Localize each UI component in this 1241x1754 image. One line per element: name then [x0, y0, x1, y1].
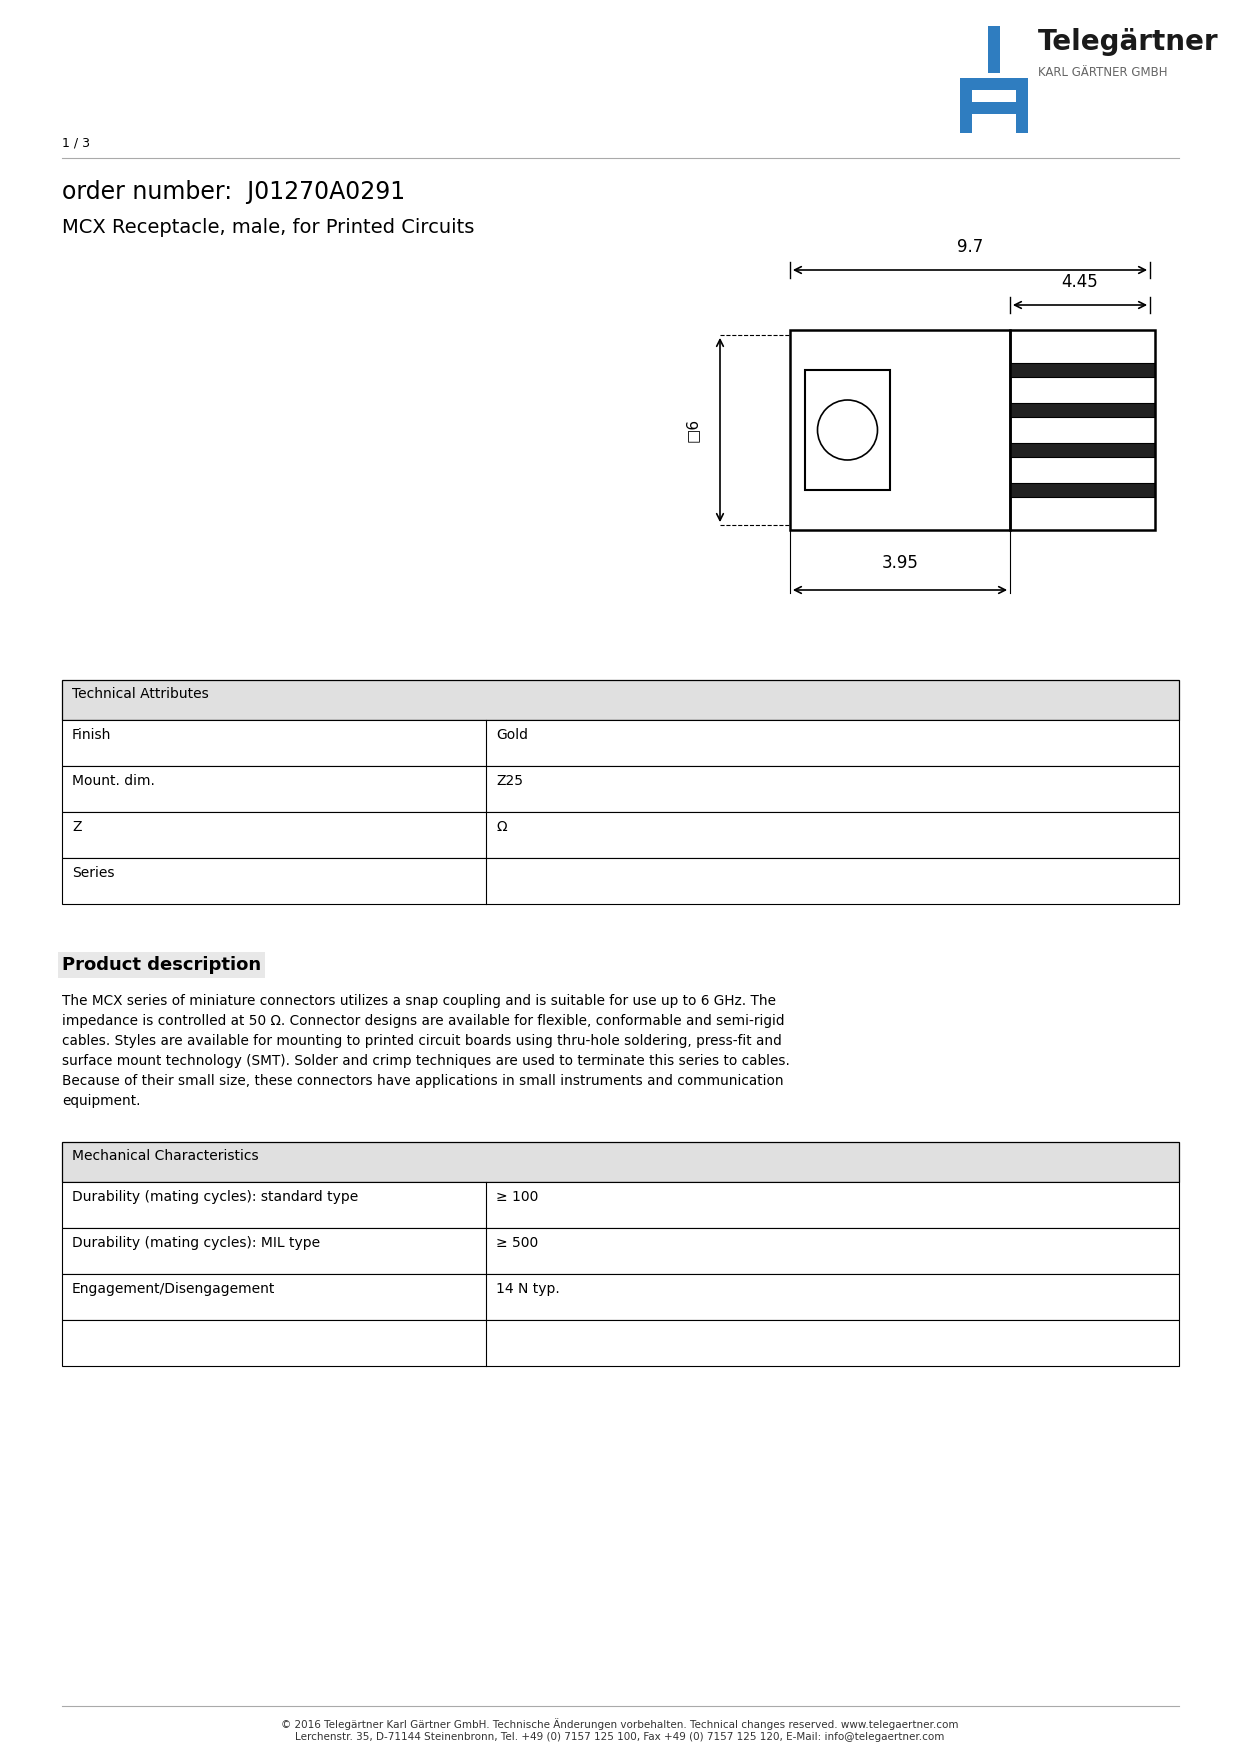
Text: Technical Attributes: Technical Attributes: [72, 688, 208, 702]
Text: 4.45: 4.45: [1061, 274, 1098, 291]
Bar: [1010, 444, 1155, 458]
Bar: [805, 370, 890, 489]
Bar: [62, 1321, 1179, 1366]
Bar: [1010, 403, 1155, 417]
Bar: [961, 77, 1028, 89]
Text: □6: □6: [685, 417, 700, 442]
Bar: [988, 26, 1000, 74]
Text: Engagement/Disengagement: Engagement/Disengagement: [72, 1282, 276, 1296]
Text: Mount. dim.: Mount. dim.: [72, 774, 155, 788]
Text: ≥ 500: ≥ 500: [496, 1237, 539, 1251]
Bar: [1010, 330, 1155, 530]
Text: Ω: Ω: [496, 821, 508, 833]
Bar: [62, 766, 1179, 812]
Text: Z25: Z25: [496, 774, 524, 788]
Text: Product description: Product description: [62, 956, 261, 973]
Bar: [62, 681, 1179, 719]
Bar: [62, 719, 1179, 766]
Text: 1 / 3: 1 / 3: [62, 137, 91, 151]
Bar: [62, 1228, 1179, 1273]
Text: Durability (mating cycles): MIL type: Durability (mating cycles): MIL type: [72, 1237, 320, 1251]
Bar: [1010, 363, 1155, 377]
Bar: [62, 812, 1179, 858]
Text: Finish: Finish: [72, 728, 112, 742]
Text: MCX Receptacle, male, for Printed Circuits: MCX Receptacle, male, for Printed Circui…: [62, 217, 474, 237]
Text: Telegärtner: Telegärtner: [1037, 28, 1219, 56]
Text: The MCX series of miniature connectors utilizes a snap coupling and is suitable : The MCX series of miniature connectors u…: [62, 995, 789, 1109]
Bar: [1010, 482, 1155, 496]
Bar: [62, 1273, 1179, 1321]
Bar: [62, 858, 1179, 903]
Text: © 2016 Telegärtner Karl Gärtner GmbH. Technische Änderungen vorbehalten. Technic: © 2016 Telegärtner Karl Gärtner GmbH. Te…: [282, 1717, 959, 1742]
Bar: [62, 1182, 1179, 1228]
Bar: [791, 330, 1010, 530]
Text: 3.95: 3.95: [881, 554, 918, 572]
Text: 14 N typ.: 14 N typ.: [496, 1282, 560, 1296]
Text: ≥ 100: ≥ 100: [496, 1189, 539, 1203]
Text: Series: Series: [72, 866, 114, 881]
Bar: [62, 1142, 1179, 1182]
Bar: [961, 88, 972, 133]
Text: order number:  J01270A0291: order number: J01270A0291: [62, 181, 405, 203]
Text: 9.7: 9.7: [957, 239, 983, 256]
Text: Gold: Gold: [496, 728, 529, 742]
Text: Durability (mating cycles): standard type: Durability (mating cycles): standard typ…: [72, 1189, 359, 1203]
Bar: [961, 102, 1028, 114]
Text: KARL GÄRTNER GMBH: KARL GÄRTNER GMBH: [1037, 67, 1168, 79]
Bar: [1016, 88, 1028, 133]
Text: Z: Z: [72, 821, 82, 833]
Text: Mechanical Characteristics: Mechanical Characteristics: [72, 1149, 258, 1163]
